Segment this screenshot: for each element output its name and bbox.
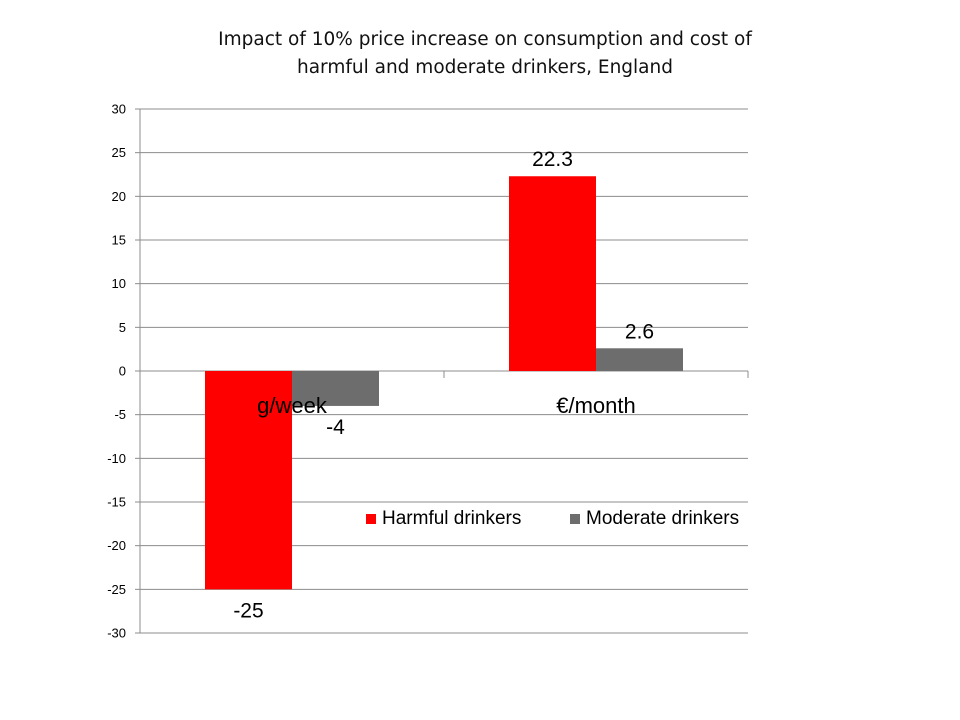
y-tick-label: 10 bbox=[112, 276, 126, 291]
x-category-label: €/month bbox=[556, 393, 636, 418]
y-tick-label: -15 bbox=[107, 495, 126, 510]
y-tick-label: 15 bbox=[112, 233, 126, 248]
legend-swatch bbox=[366, 514, 376, 524]
y-tick-label: -25 bbox=[107, 582, 126, 597]
bar-harmful-drinkers bbox=[205, 371, 292, 590]
legend-label: Harmful drinkers bbox=[382, 508, 521, 529]
y-tick-label: -30 bbox=[107, 626, 126, 641]
data-label: 22.3 bbox=[532, 148, 573, 171]
y-tick-label: -20 bbox=[107, 538, 126, 553]
y-tick-label: 0 bbox=[119, 364, 126, 379]
legend-swatch bbox=[570, 514, 580, 524]
y-tick-label: 25 bbox=[112, 145, 126, 160]
y-tick-label: 30 bbox=[112, 102, 126, 117]
y-tick-label: 5 bbox=[119, 320, 126, 335]
data-label: -25 bbox=[233, 599, 263, 622]
bar-moderate-drinkers bbox=[292, 371, 379, 406]
x-category-label: g/week bbox=[257, 393, 328, 418]
data-label: -4 bbox=[326, 416, 345, 439]
bar-harmful-drinkers bbox=[509, 176, 596, 371]
y-tick-label: -5 bbox=[114, 407, 126, 422]
bar-moderate-drinkers bbox=[596, 348, 683, 371]
chart-title-line-2: harmful and moderate drinkers, England bbox=[297, 57, 673, 78]
legend-label: Moderate drinkers bbox=[586, 508, 739, 529]
y-tick-label: -10 bbox=[107, 451, 126, 466]
data-label: 2.6 bbox=[625, 320, 654, 343]
chart-title: Impact of 10% price increase on consumpt… bbox=[140, 26, 830, 82]
y-tick-label: 20 bbox=[112, 189, 126, 204]
chart-title-line-1: Impact of 10% price increase on consumpt… bbox=[218, 29, 752, 50]
